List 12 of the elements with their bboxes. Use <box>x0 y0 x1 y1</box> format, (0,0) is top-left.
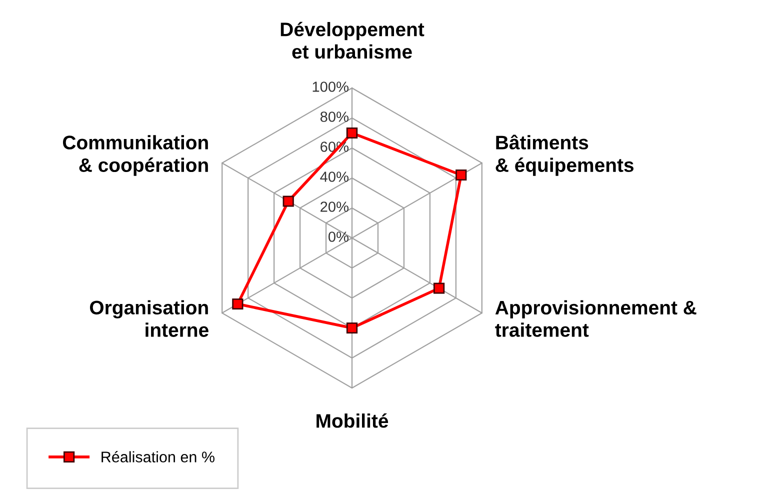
y-tick-label: 100% <box>312 82 348 92</box>
spoke-label: Approvisionnement & traitement <box>495 300 696 337</box>
y-tick-label: 0% <box>328 232 348 242</box>
spoke-label: Organisation interne <box>90 300 208 337</box>
spoke-label: Mobilité <box>316 413 388 428</box>
y-tick-label: 20% <box>320 202 348 212</box>
y-tick-label: 80% <box>320 112 348 122</box>
spoke-label: Développement et urbanisme <box>280 22 424 59</box>
legend-label: Réalisation en % <box>102 451 214 462</box>
spoke-label: Communikation & coopération <box>62 135 208 176</box>
spoke-label: Bâtiments & équipements <box>496 134 634 176</box>
y-tick-label: 40% <box>320 172 348 182</box>
